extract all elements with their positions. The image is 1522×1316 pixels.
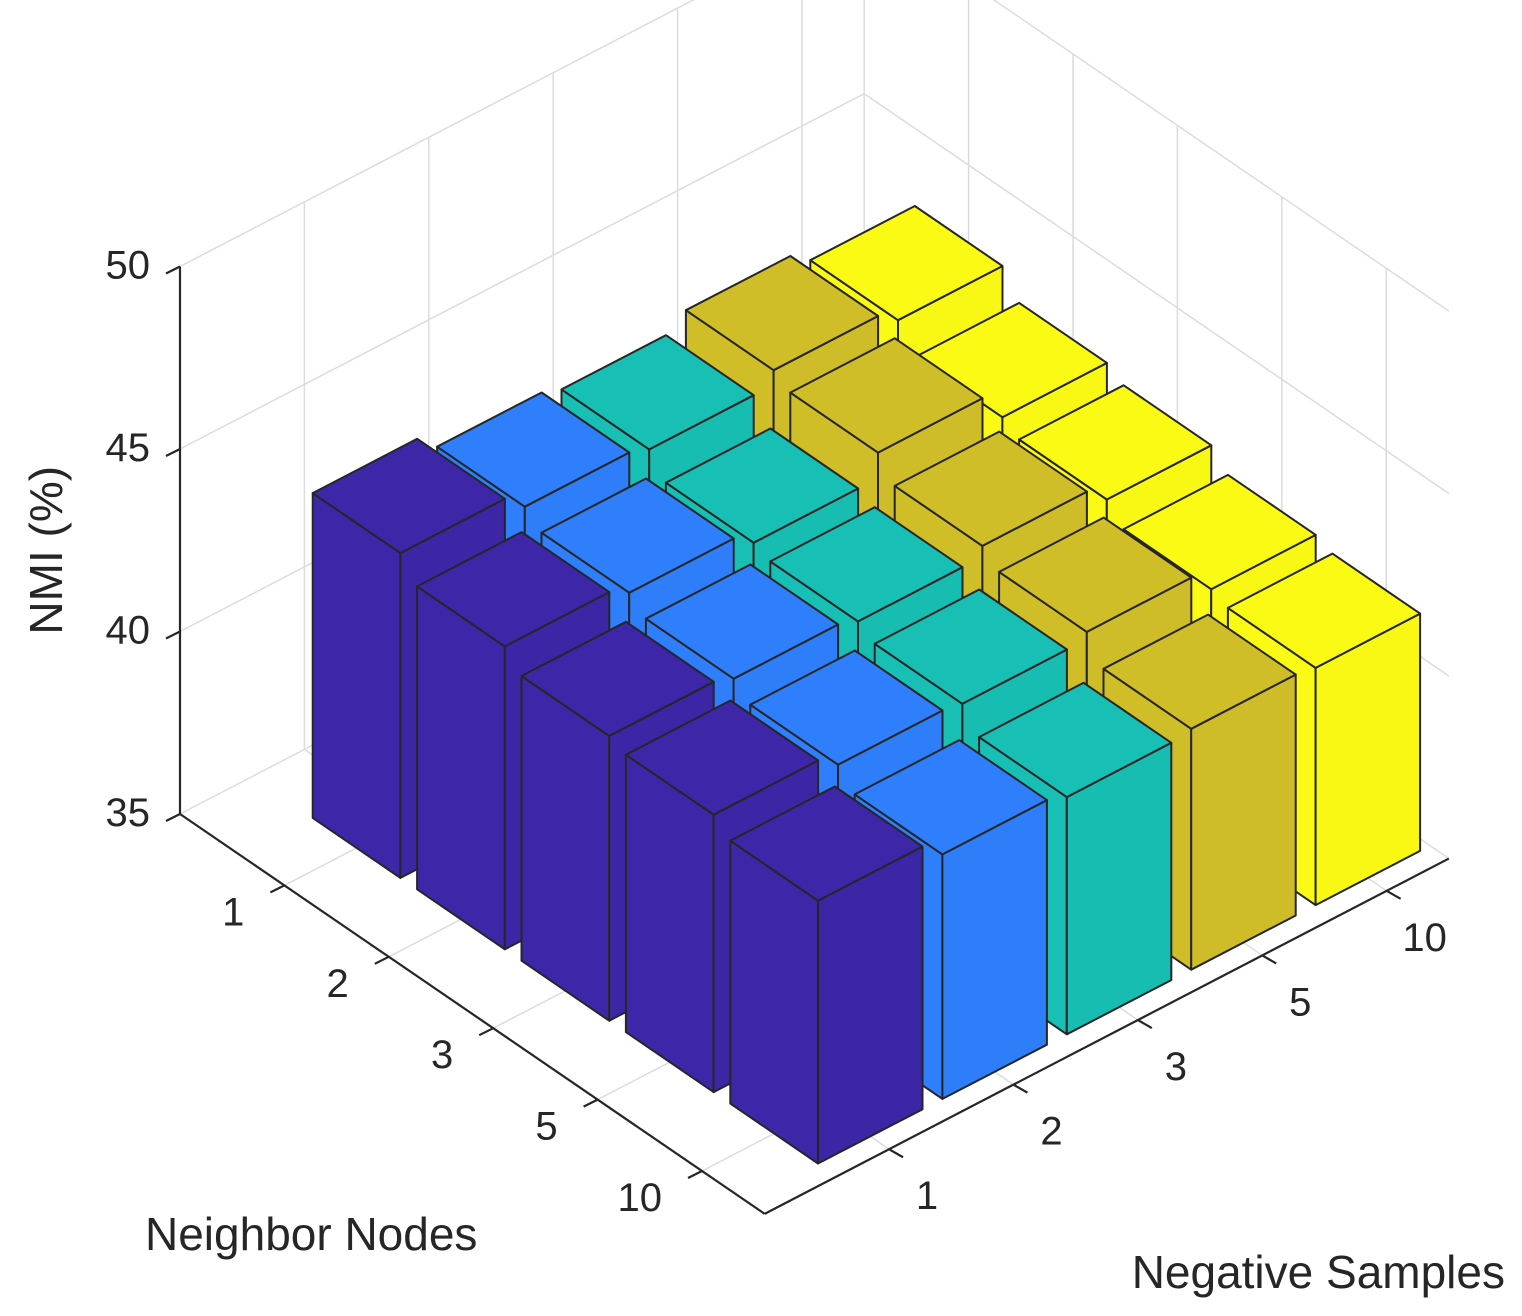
z-tick [165, 448, 181, 457]
bar-top-face [436, 391, 631, 508]
x-tick [1261, 954, 1277, 965]
x-tick-label: 10 [1402, 916, 1447, 960]
z-tick [165, 265, 181, 275]
bar-top-face [684, 255, 880, 372]
bar-top-face [1122, 473, 1317, 591]
y-tick-label: 2 [327, 962, 349, 1006]
x-tick [1012, 1083, 1028, 1094]
y-tick [478, 1027, 494, 1037]
bar-top-face [624, 699, 820, 816]
bar-top-face [853, 739, 1048, 856]
y-axis-title: Neighbor Nodes [145, 1208, 477, 1260]
bar-top-face [769, 506, 964, 623]
bar-top-face [749, 649, 944, 766]
bar-top-face [560, 334, 755, 451]
bar-top-face [1102, 613, 1297, 730]
y-tick-label: 5 [535, 1105, 557, 1149]
x-axis-title: Negative Samples [1132, 1246, 1505, 1298]
z-tick-label: 40 [106, 609, 151, 653]
bar-top-face [809, 205, 1004, 322]
z-tick-label: 35 [106, 791, 151, 835]
x-tick [888, 1148, 904, 1159]
x-tick-label: 2 [1040, 1110, 1062, 1154]
x-tick [1137, 1019, 1153, 1029]
grid-line-side-z [863, 93, 1450, 495]
bar-top-face [644, 563, 840, 680]
bar-top-face [789, 337, 984, 454]
y-tick [374, 955, 390, 965]
bar-top-face [729, 785, 924, 902]
x-tick-label: 5 [1289, 980, 1311, 1024]
bar-top-face [1018, 384, 1213, 501]
y-tick [583, 1098, 599, 1108]
bar-top-face [978, 681, 1173, 799]
z-tick-label: 50 [106, 244, 151, 288]
y-tick [687, 1170, 703, 1179]
axes [165, 265, 1450, 1215]
bar-front-face [817, 845, 924, 1165]
x-tick-label: 1 [916, 1174, 938, 1218]
bar-ns1-nn10 [729, 785, 924, 1165]
bar-left-face [311, 492, 402, 879]
bar-top-face [873, 588, 1068, 705]
bar-top-face [1226, 552, 1422, 669]
x-tick-label: 3 [1165, 1045, 1187, 1089]
z-axis-title: NMI (%) [20, 466, 72, 635]
bar-top-face [664, 427, 860, 544]
bar-top-face [998, 516, 1193, 633]
grid-line-back-z [179, 0, 695, 268]
y-tick-label: 3 [431, 1033, 453, 1077]
grid-line-back-z [179, 93, 865, 450]
x-axis-line [764, 857, 1450, 1215]
grid-line-side-z [992, 0, 1450, 312]
z-tick-label: 45 [106, 426, 151, 470]
y-tick [269, 884, 285, 894]
bar-top-face [893, 430, 1088, 547]
y-tick-label: 1 [222, 890, 244, 934]
bar-left-face [416, 585, 506, 951]
bar-top-face [416, 531, 611, 648]
z-tick [165, 630, 181, 640]
x-tick [1386, 889, 1402, 900]
bar-top-face [311, 437, 506, 555]
bar-top-face [540, 477, 735, 594]
z-tick [165, 813, 181, 822]
bar-top-face [520, 620, 715, 737]
bars [311, 205, 1422, 1165]
y-tick-label: 10 [618, 1176, 663, 1220]
y-axis-line [179, 813, 766, 1215]
